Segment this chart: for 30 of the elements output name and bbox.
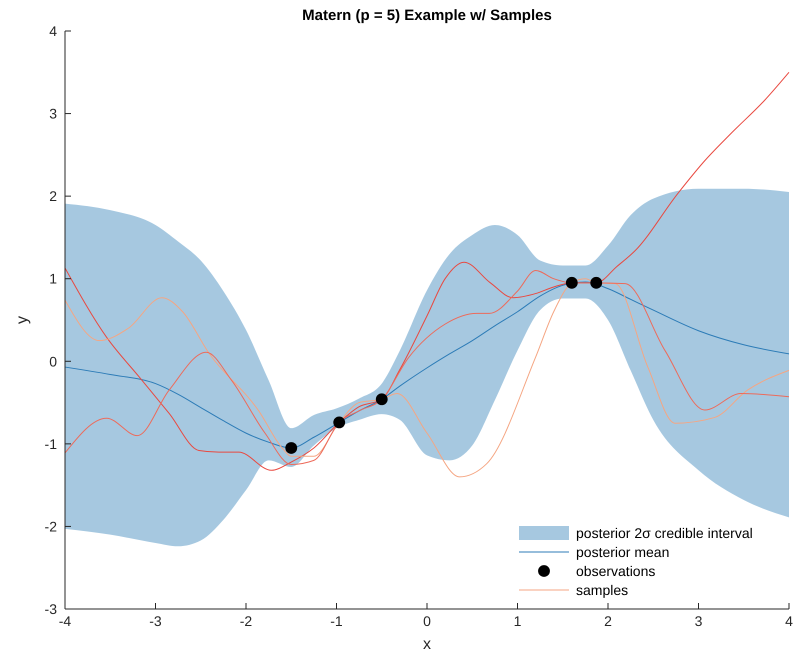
x-tick-label: 1 bbox=[514, 613, 522, 629]
annotation: posterior 2σ credible interval bbox=[576, 525, 753, 541]
point bbox=[566, 276, 578, 289]
x-tick-label: 2 bbox=[604, 613, 612, 629]
point bbox=[285, 442, 298, 454]
line-series bbox=[64, 72, 790, 471]
y-axis-title: y bbox=[14, 316, 31, 324]
y-tick-label: 3 bbox=[49, 106, 58, 122]
x-tick-label: -2 bbox=[240, 613, 252, 629]
y-tick-label: 0 bbox=[49, 353, 58, 370]
x-axis-title: x bbox=[423, 636, 431, 653]
y-tick-label: -1 bbox=[44, 436, 58, 452]
x-tick-label: -1 bbox=[330, 613, 343, 629]
y-tick-label: -3 bbox=[44, 601, 58, 617]
x-tick-label: 0 bbox=[423, 613, 432, 629]
point bbox=[376, 393, 388, 406]
chart-title: Matern (p = 5) Example w/ Samples bbox=[302, 7, 552, 24]
x-tick-label: -4 bbox=[58, 613, 72, 629]
y-tick-label: 4 bbox=[49, 23, 58, 39]
x-tick-label: 4 bbox=[785, 613, 794, 629]
y-tick-label: -2 bbox=[44, 518, 58, 534]
legend-label: posterior mean bbox=[576, 544, 670, 560]
legend-label: samples bbox=[576, 582, 628, 598]
point bbox=[333, 416, 346, 428]
y-tick-label: 1 bbox=[49, 270, 58, 287]
x-tick-label: -3 bbox=[149, 613, 162, 629]
y-tick-label: 2 bbox=[49, 188, 58, 204]
x-tick-label: 3 bbox=[694, 613, 703, 629]
point bbox=[590, 276, 602, 289]
legend-label: observations bbox=[576, 563, 656, 579]
